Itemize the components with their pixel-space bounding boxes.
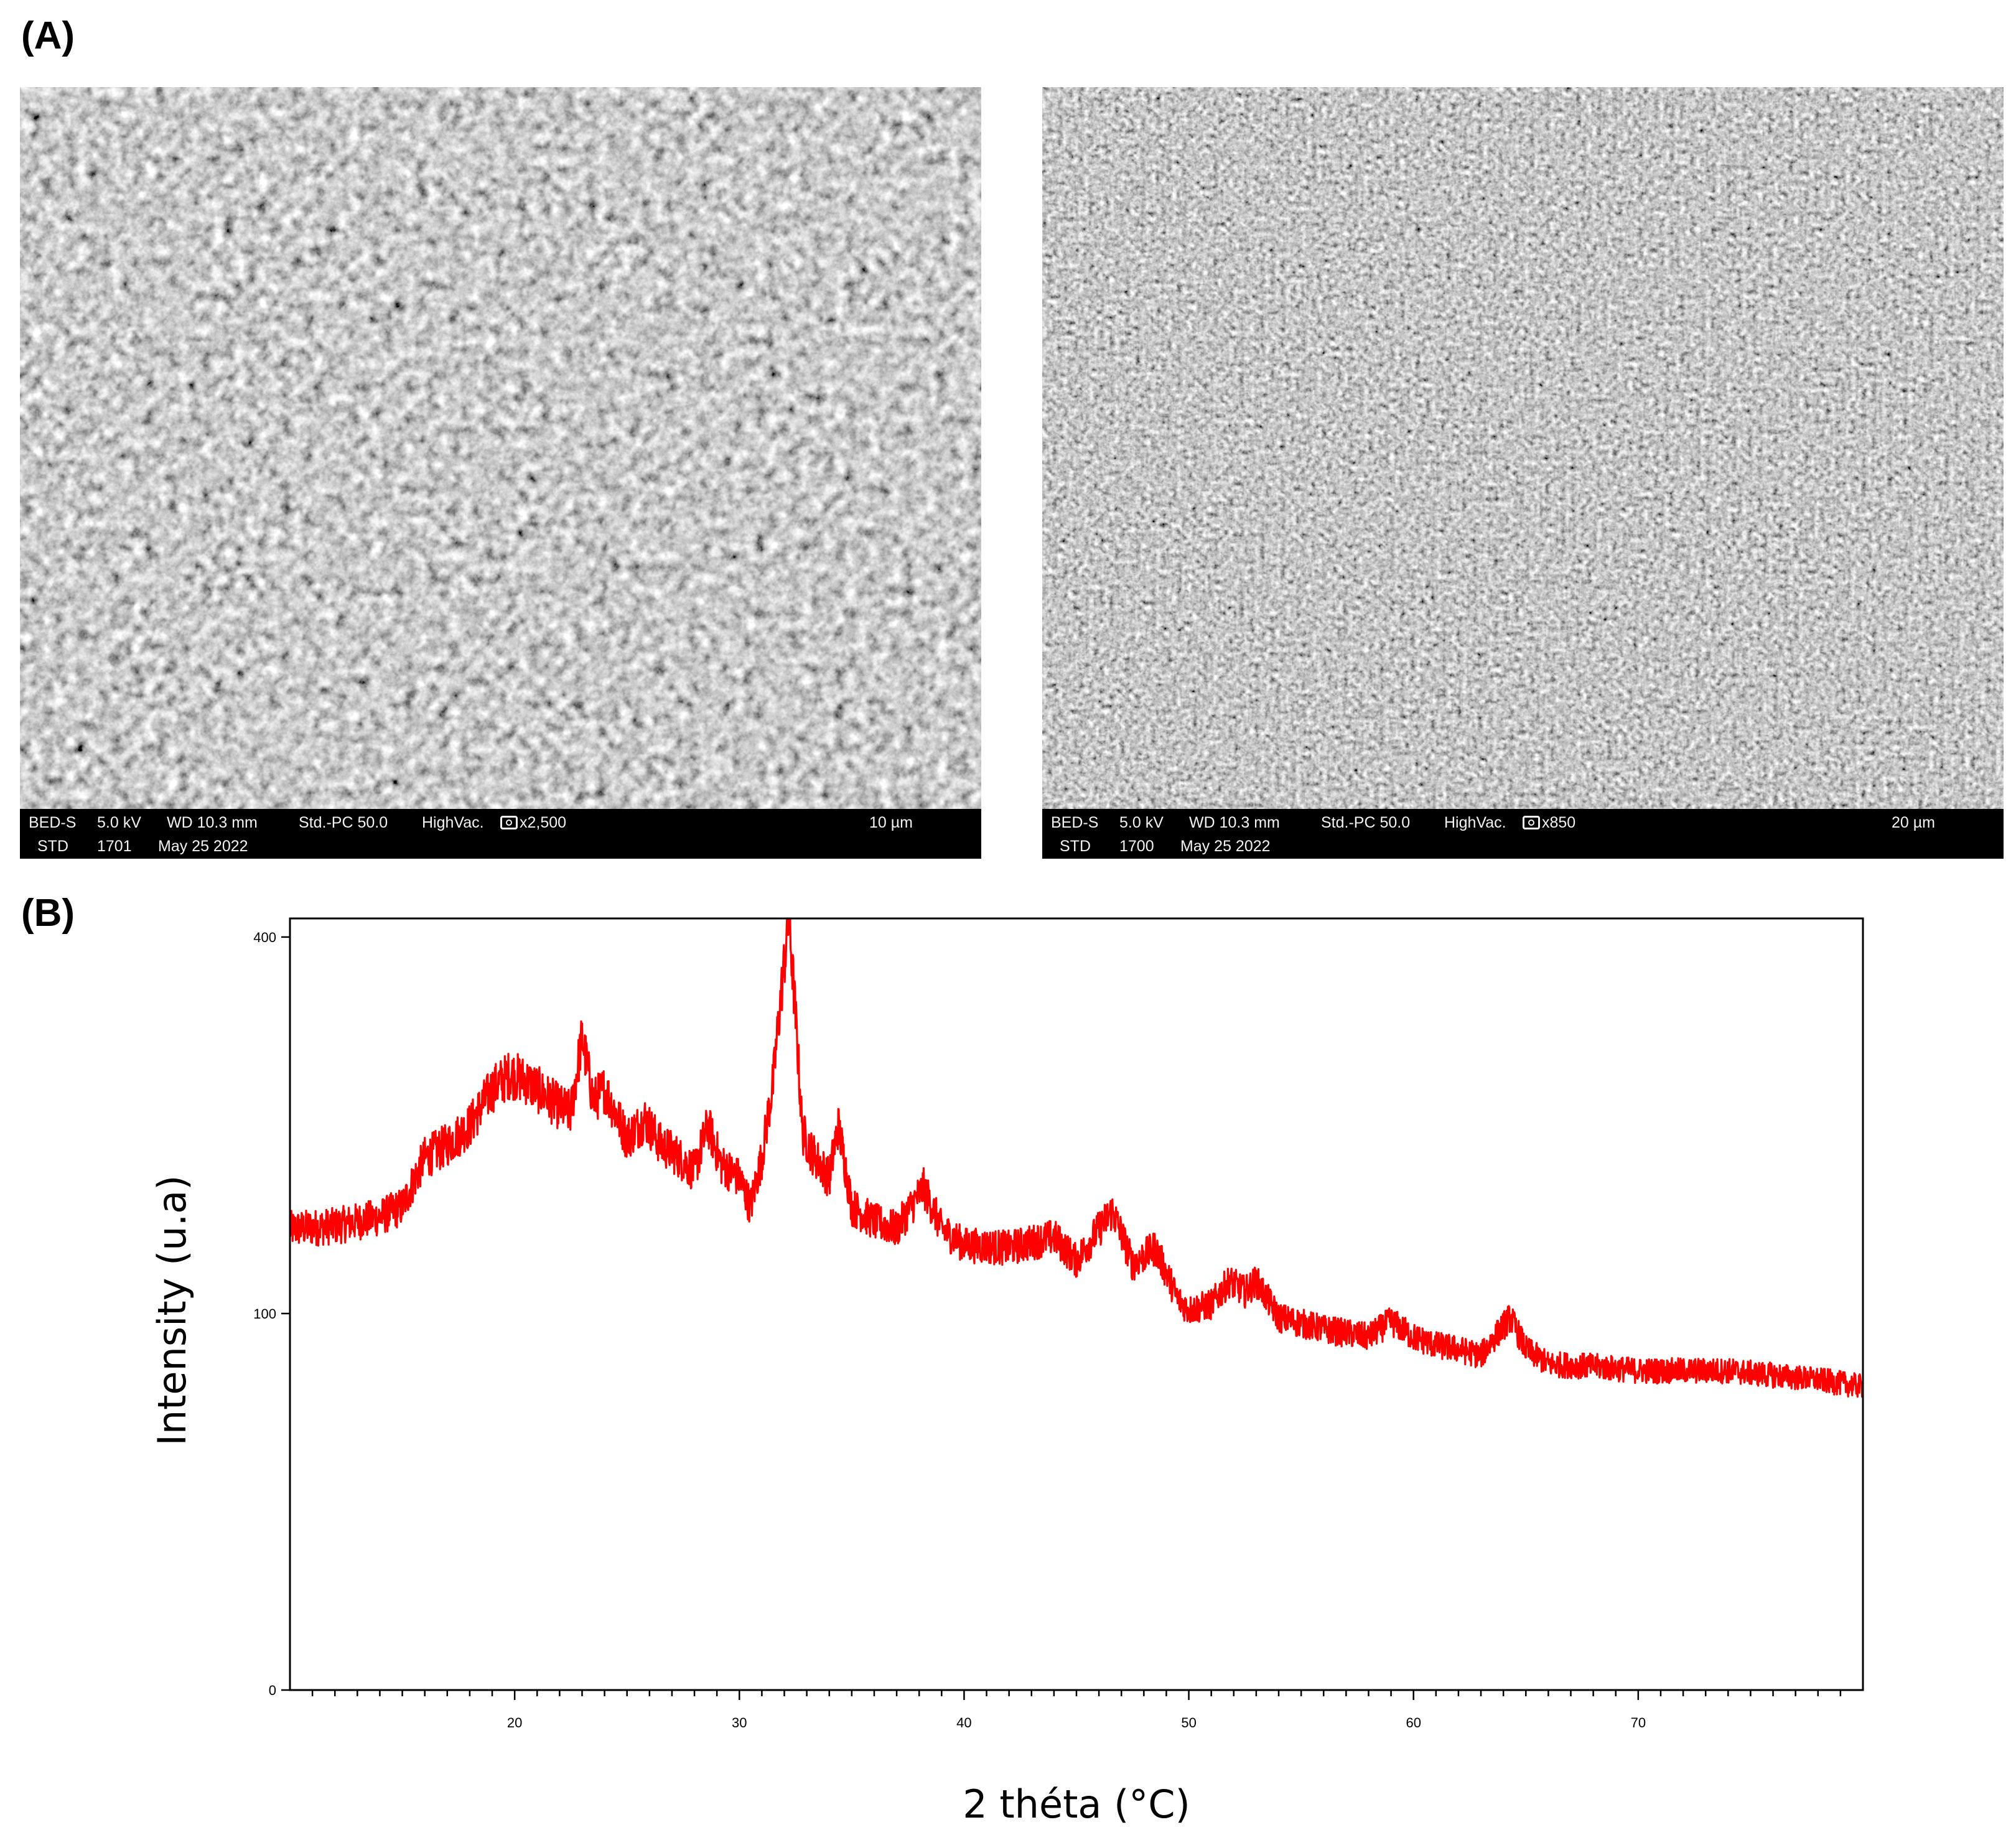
y-axis-ticks: 0 100 400 — [253, 930, 290, 1698]
y-tick-label: 0 — [269, 1683, 276, 1698]
working-distance-label: WD 10.3 mm — [1189, 814, 1280, 831]
magnification-value: x850 — [1542, 814, 1576, 831]
y-tick-label: 100 — [253, 1306, 276, 1322]
std-pc-label: Std.-PC 50.0 — [1321, 814, 1411, 831]
vacuum-label: HighVac. — [422, 814, 484, 831]
sem-micrograph-right: BED-S 5.0 kV WD 10.3 mm Std.-PC 50.0 Hig… — [1042, 87, 2004, 859]
sem-texture-left — [20, 87, 981, 809]
camera-icon — [1523, 816, 1540, 829]
working-distance-label: WD 10.3 mm — [167, 814, 258, 831]
scale-label: 20 µm — [1892, 814, 1935, 831]
x-tick-label: 50 — [1181, 1715, 1196, 1730]
y-tick-label: 400 — [253, 930, 276, 945]
x-tick-label: 60 — [1406, 1715, 1421, 1730]
image-number-label: 1700 — [1119, 838, 1154, 855]
x-axis-ticks: 20 30 40 50 60 70 — [311, 1690, 1842, 1730]
mode-label: STD — [1060, 838, 1091, 855]
date-label: May 25 2022 — [158, 838, 248, 855]
scale-label: 10 µm — [869, 814, 913, 831]
vacuum-label: HighVac. — [1444, 814, 1506, 831]
plot-frame — [289, 917, 1864, 1691]
x-tick-label: 20 — [507, 1715, 522, 1730]
detector-label: BED-S — [1051, 814, 1099, 831]
panel-label-a: (A) — [21, 14, 75, 57]
voltage-label: 5.0 kV — [97, 814, 141, 831]
date-label: May 25 2022 — [1180, 838, 1271, 855]
magnification-label: x2,500 — [500, 814, 566, 832]
y-axis-title: Intensity (u.a) — [149, 1175, 195, 1446]
sem-texture-right — [1042, 87, 2004, 809]
sem-databar-right: BED-S 5.0 kV WD 10.3 mm Std.-PC 50.0 Hig… — [1042, 809, 2004, 859]
magnification-value: x2,500 — [520, 814, 567, 831]
std-pc-label: Std.-PC 50.0 — [299, 814, 388, 831]
mode-label: STD — [37, 838, 68, 855]
image-number-label: 1701 — [97, 838, 132, 855]
x-tick-label: 70 — [1631, 1715, 1646, 1730]
camera-icon — [500, 816, 518, 829]
detector-label: BED-S — [29, 814, 77, 831]
magnification-label: x850 — [1523, 814, 1575, 832]
x-tick-label: 40 — [956, 1715, 971, 1730]
xrd-series-line — [289, 917, 1864, 1398]
xrd-chart: 20 30 40 50 60 70 0 100 400 2 théta (°C) Intens… — [149, 917, 1864, 1827]
voltage-label: 5.0 kV — [1119, 814, 1164, 831]
sem-databar-left: BED-S 5.0 kV WD 10.3 mm Std.-PC 50.0 Hig… — [20, 809, 981, 859]
x-tick-label: 30 — [732, 1715, 747, 1730]
sem-micrograph-left: BED-S 5.0 kV WD 10.3 mm Std.-PC 50.0 Hig… — [20, 87, 981, 859]
panel-label-b: (B) — [21, 892, 75, 935]
x-axis-title: 2 théta (°C) — [963, 1782, 1190, 1827]
